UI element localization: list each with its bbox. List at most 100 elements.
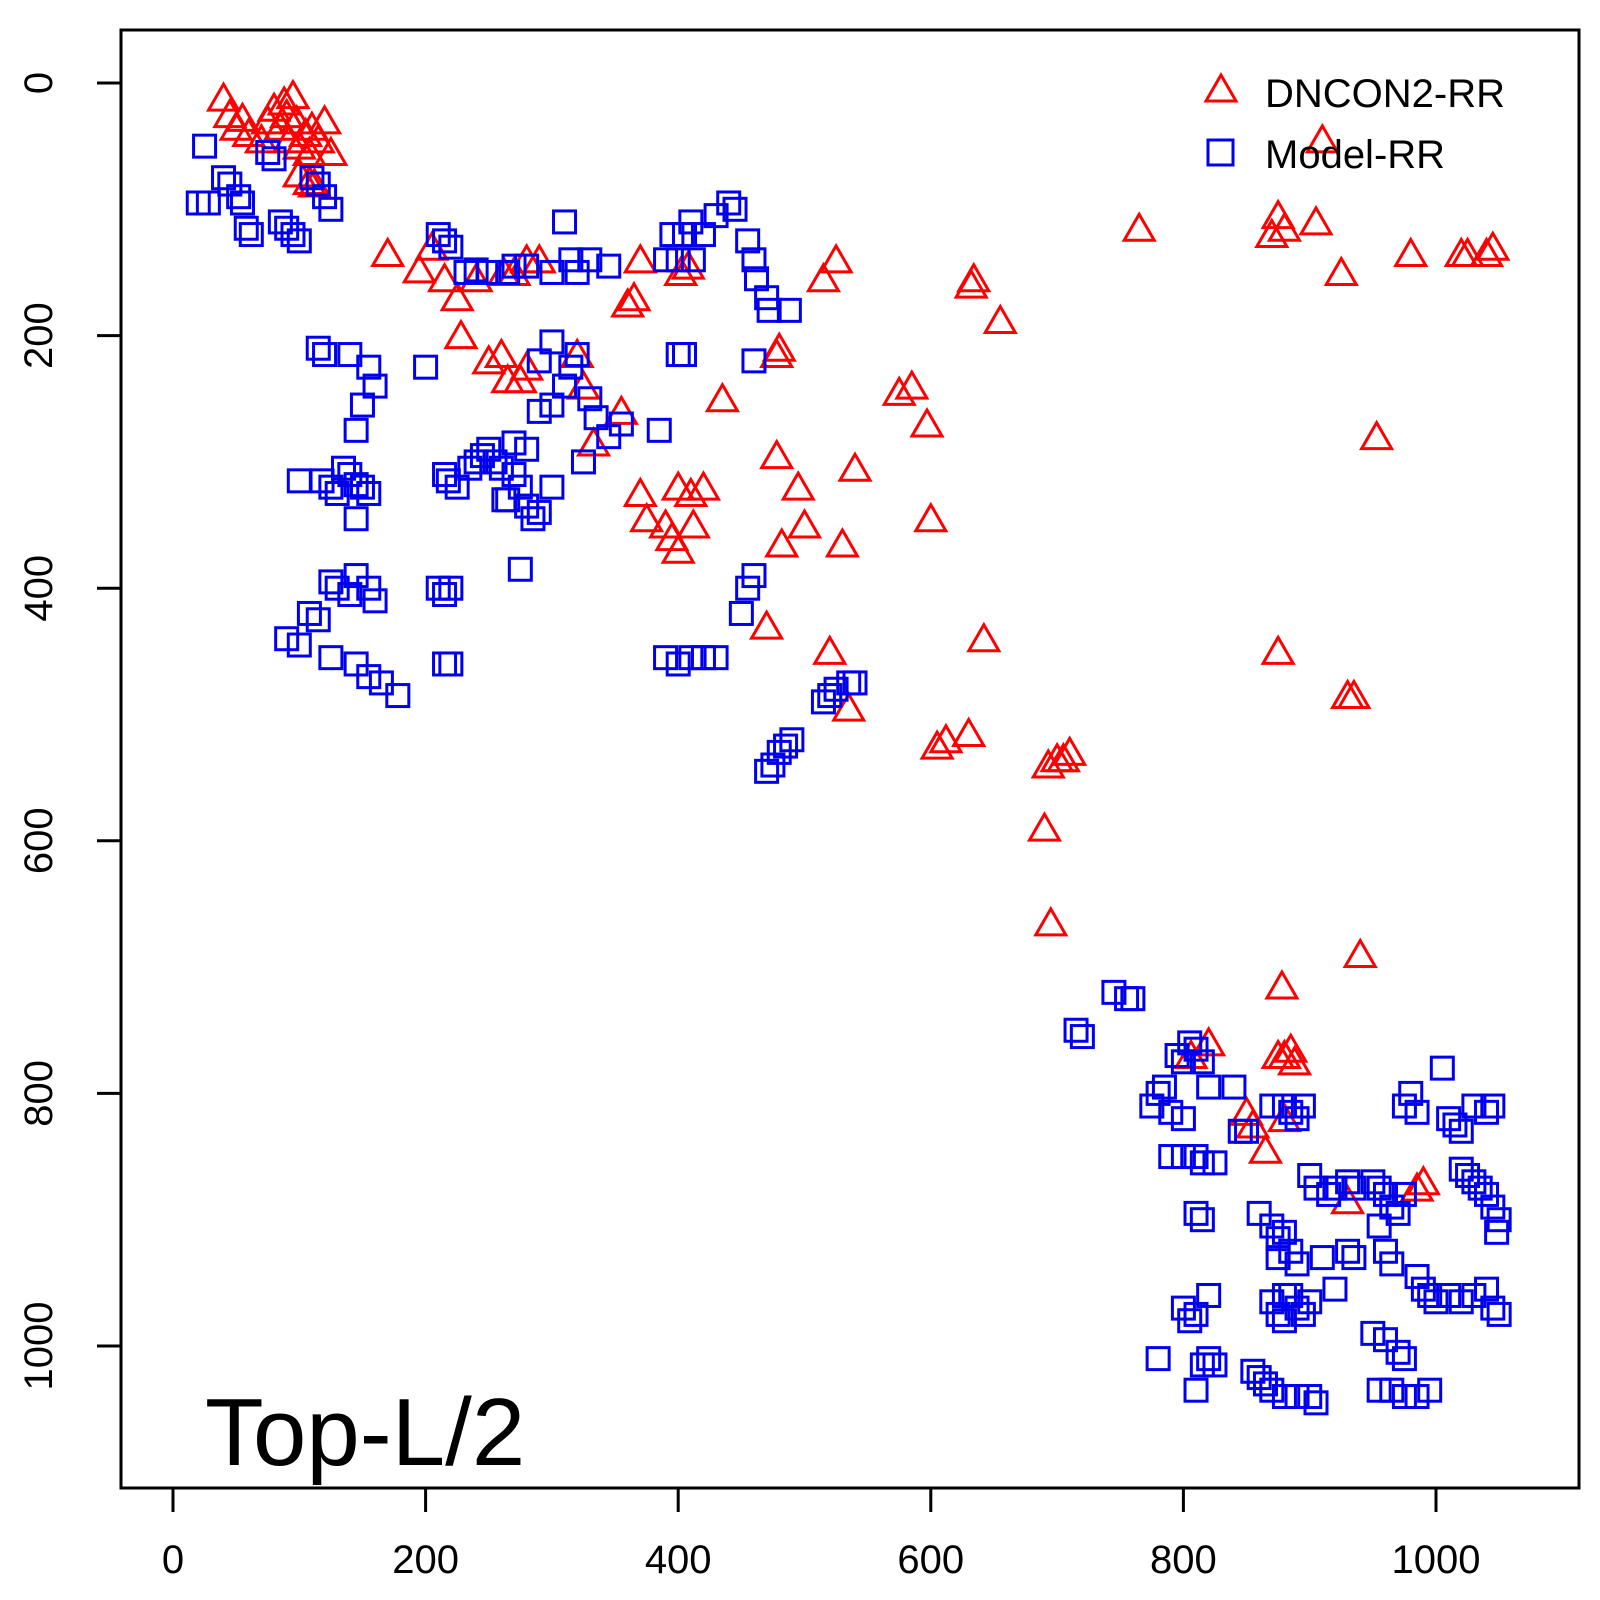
model-rr-point <box>1461 1093 1487 1119</box>
model-rr-point <box>741 348 767 374</box>
model-rr-point <box>756 297 782 323</box>
y-tick-label: 400 <box>17 555 61 622</box>
model-rr-point <box>318 474 344 500</box>
x-tick-label: 200 <box>392 1538 459 1582</box>
model-rr-point <box>356 664 382 690</box>
model-rr-point <box>501 462 527 488</box>
model-rr-point <box>343 472 369 498</box>
model-rr-point <box>1322 1175 1348 1201</box>
model-rr-point <box>362 373 388 399</box>
model-rr-point <box>526 398 552 424</box>
model-rr-point <box>1486 1301 1512 1327</box>
model-rr-point <box>349 392 375 418</box>
model-rr-point <box>495 487 521 513</box>
model-rr-point <box>1385 1339 1411 1365</box>
model-rr-point <box>211 165 237 191</box>
x-tick-label: 1000 <box>1392 1538 1481 1582</box>
model-rr-point <box>539 259 565 285</box>
dncon2-rr-point <box>761 331 797 362</box>
dncon2-rr-point <box>443 318 479 350</box>
dncon2-rr-point <box>603 394 639 425</box>
dncon2-rr-point <box>805 261 842 293</box>
model-rr-point <box>1183 1377 1209 1403</box>
model-rr-point <box>507 556 533 582</box>
model-rr-point <box>1335 1238 1361 1264</box>
model-rr-point <box>514 436 540 462</box>
model-rr-point <box>305 171 331 197</box>
series-model-rr <box>185 133 1512 1416</box>
model-rr-point <box>1069 1024 1095 1050</box>
model-rr-point <box>1480 1194 1506 1220</box>
model-rr-point <box>195 190 221 216</box>
model-rr-point <box>570 449 596 475</box>
dncon2-rr-point <box>622 242 658 274</box>
model-rr-point <box>754 285 780 311</box>
model-rr-point <box>476 436 502 462</box>
model-rr-point <box>810 689 836 715</box>
model-rr-point <box>343 651 369 677</box>
series-dncon2-rr <box>205 78 1511 1215</box>
model-rr-point <box>564 259 590 285</box>
model-rr-point <box>324 480 350 506</box>
model-rr-point <box>356 480 382 506</box>
dncon2-rr-point <box>1033 905 1069 937</box>
model-rr-point <box>1259 1377 1285 1403</box>
model-rr-point <box>280 222 306 248</box>
model-rr-point <box>514 253 540 279</box>
dncon2-rr-point <box>951 716 987 747</box>
model-rr-point <box>337 582 363 608</box>
model-rr-point <box>754 758 780 784</box>
model-rr-point <box>255 139 281 165</box>
model-rr-point <box>312 342 338 368</box>
dncon2-rr-point <box>1342 937 1378 968</box>
model-rr-point <box>435 468 461 494</box>
model-rr-point <box>432 228 458 254</box>
model-rr-point <box>1467 1175 1493 1201</box>
model-rr-point <box>690 222 716 248</box>
model-rr-point <box>1202 1352 1228 1378</box>
model-rr-point <box>558 354 584 380</box>
dncon2-rr-point <box>764 526 800 558</box>
dncon2-rr-point <box>1336 678 1372 710</box>
model-rr-point <box>526 348 552 374</box>
model-rr-point <box>438 234 464 260</box>
model-rr-point <box>539 474 565 500</box>
model-rr-point <box>1278 1099 1304 1125</box>
model-rr-point <box>1252 1371 1278 1397</box>
model-rr-point <box>646 417 672 443</box>
dncon2-rr-point <box>1304 122 1340 154</box>
model-rr-point <box>1379 1251 1405 1277</box>
dncon2-rr-point <box>913 501 949 533</box>
model-rr-point <box>741 563 767 589</box>
model-rr-point <box>577 247 603 273</box>
dncon2-rr-point <box>780 470 816 501</box>
model-rr-point <box>286 228 312 254</box>
x-tick-label: 800 <box>1150 1538 1217 1582</box>
legend-label-dncon2-rr: DNCON2-RR <box>1265 72 1505 116</box>
dncon2-rr-point <box>956 261 992 293</box>
model-rr-point <box>1170 1049 1196 1075</box>
dncon2-rr-point <box>306 103 343 135</box>
dncon2-rr-point <box>1405 1164 1441 1196</box>
model-rr-point <box>356 575 382 601</box>
model-rr-point <box>349 474 375 500</box>
dncon2-rr-point <box>616 280 652 312</box>
model-rr-point <box>1259 1289 1285 1315</box>
dncon2-rr-point <box>1359 419 1395 451</box>
dncon2-rr-point <box>1260 1038 1296 1070</box>
x-tick-label: 0 <box>162 1538 184 1582</box>
model-rr-point <box>1480 1093 1506 1119</box>
model-rr-point <box>760 752 786 778</box>
dncon2-rr-point <box>670 249 706 280</box>
model-rr-point <box>596 253 622 279</box>
model-rr-point <box>1259 1093 1285 1119</box>
model-rr-point <box>192 133 218 159</box>
model-rr-point <box>488 455 514 481</box>
dncon2-rr-point <box>675 508 711 539</box>
dncon2-rr-point <box>1045 741 1082 773</box>
model-rr-point <box>1063 1017 1089 1043</box>
dncon2-rr-point <box>300 122 336 154</box>
model-rr-point <box>331 455 357 481</box>
model-rr-point <box>217 171 243 197</box>
